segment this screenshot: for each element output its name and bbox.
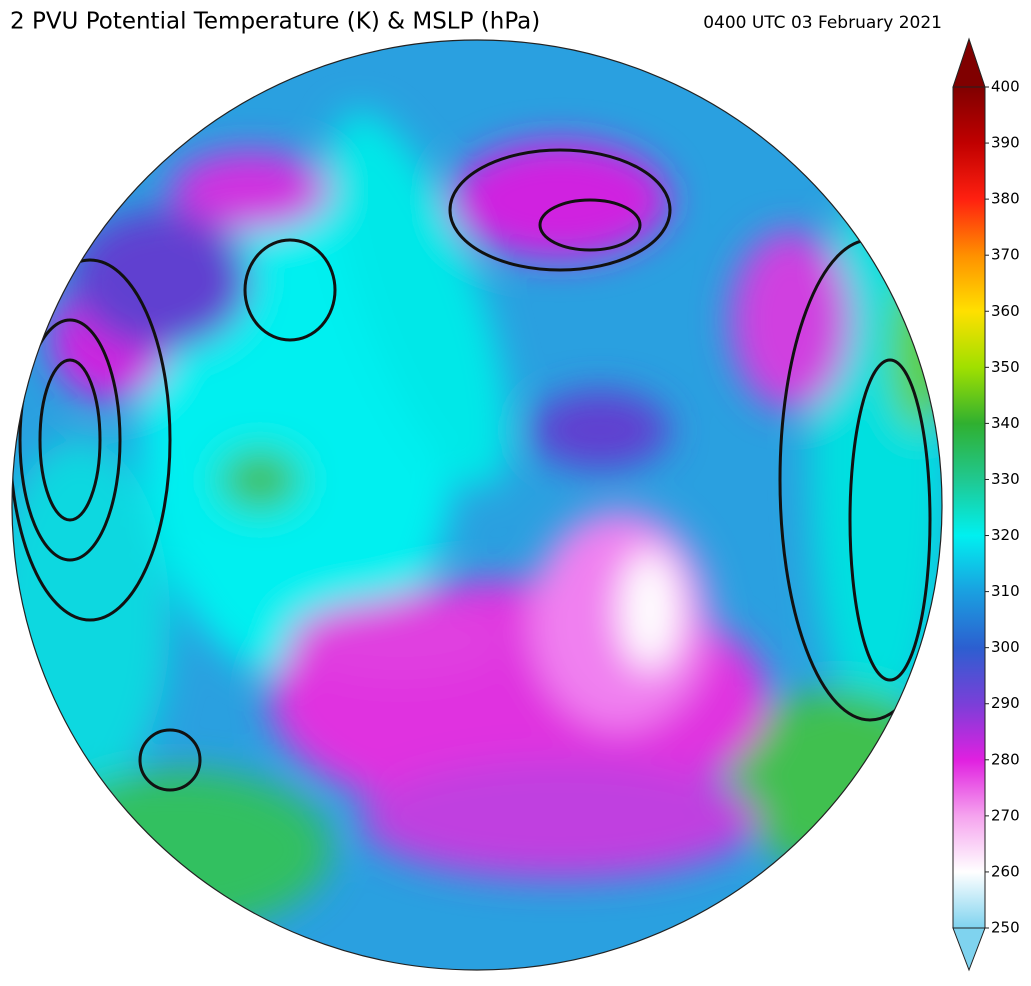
colorbar-tick-label: 290 xyxy=(991,694,1020,712)
colorbar-tick-label: 320 xyxy=(991,526,1020,544)
valid-time: 0400 UTC 03 February 2021 xyxy=(703,13,942,33)
title: 2 PVU Potential Temperature (K) & MSLP (… xyxy=(10,9,540,35)
colorbar-tick-label: 260 xyxy=(991,862,1020,880)
colorbar-tick-label: 400 xyxy=(991,78,1020,96)
colorbar-extend-low xyxy=(952,927,986,972)
globe-outline xyxy=(11,39,943,971)
colorbar-tick-label: 350 xyxy=(991,358,1020,376)
colorbar-tick-label: 280 xyxy=(991,750,1020,768)
colorbar: 250 260 270 280 290 300 310 320 330 340 350 360 370 3… xyxy=(952,37,1020,972)
colorbar-tick-label: 370 xyxy=(991,246,1020,264)
colorbar-tick-label: 360 xyxy=(991,302,1020,320)
colorbar-tick-label: 390 xyxy=(991,134,1020,152)
colorbar-tick-label: 310 xyxy=(991,582,1020,600)
colorbar-tick-label: 380 xyxy=(991,190,1020,208)
map xyxy=(12,40,942,970)
colorbar-tick-label: 340 xyxy=(991,414,1020,432)
colorbar-extend-high xyxy=(952,37,986,88)
colorbar-body xyxy=(952,86,986,929)
colorbar-tick-label: 250 xyxy=(991,919,1020,937)
colorbar-tick-label: 270 xyxy=(991,806,1020,824)
colorbar-tick-label: 330 xyxy=(991,470,1020,488)
colorbar-tick-label: 300 xyxy=(991,638,1020,656)
